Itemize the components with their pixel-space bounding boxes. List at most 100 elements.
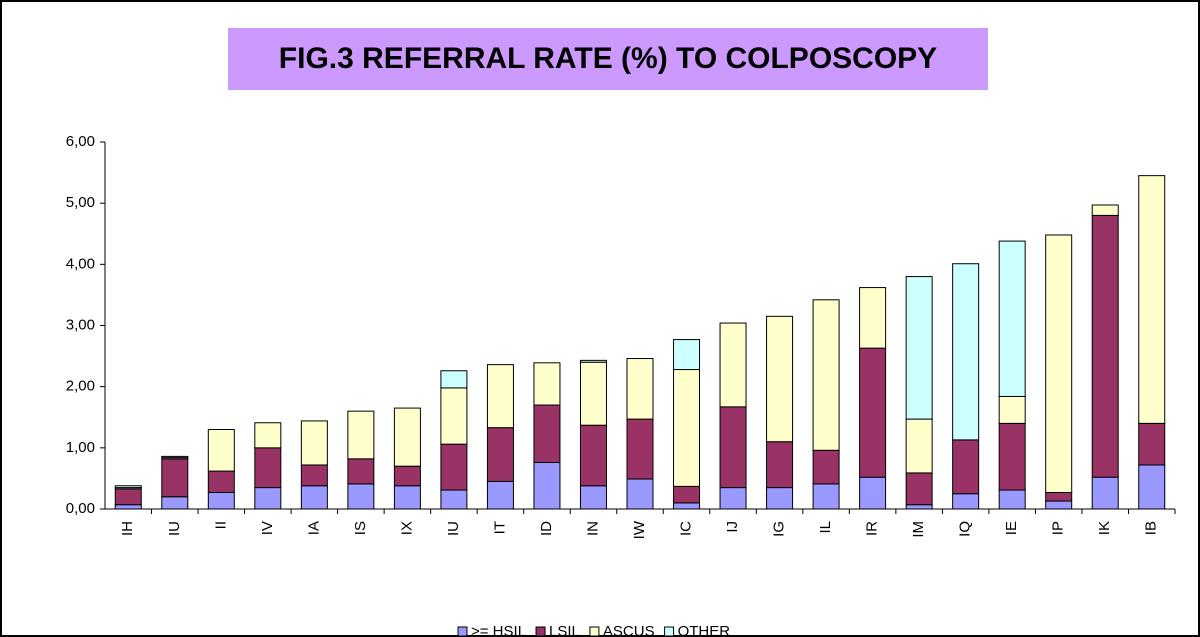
x-tick-label: IK bbox=[1096, 521, 1113, 535]
bar-segment bbox=[905, 504, 933, 510]
x-tick-label: IG bbox=[771, 521, 788, 537]
x-tick-label: IP bbox=[1050, 521, 1067, 535]
x-tick-label: IB bbox=[1143, 521, 1160, 535]
bar-segment bbox=[719, 322, 747, 408]
bar-segment bbox=[440, 387, 468, 445]
x-tick-label: IE bbox=[1003, 521, 1020, 535]
bar-segment bbox=[440, 489, 468, 510]
legend-label: OTHER bbox=[678, 623, 731, 637]
bar-segment bbox=[207, 470, 235, 493]
bar-segment bbox=[579, 424, 607, 487]
bar-segment bbox=[859, 347, 887, 478]
bar-segment bbox=[998, 395, 1026, 424]
bar-segment bbox=[766, 315, 794, 443]
bar-segment bbox=[998, 240, 1026, 397]
bar-segment bbox=[533, 362, 561, 406]
bar-segment bbox=[393, 485, 421, 510]
legend-label: >= HSIL bbox=[471, 623, 526, 637]
bar-segment bbox=[207, 491, 235, 510]
x-tick-label: IQ bbox=[957, 521, 974, 537]
bar-segment bbox=[673, 485, 701, 504]
bar-segment bbox=[812, 299, 840, 451]
bar-segment bbox=[905, 418, 933, 474]
title-box bbox=[228, 28, 988, 90]
bar-segment bbox=[486, 427, 514, 482]
bar-segment bbox=[393, 465, 421, 487]
bar-segment bbox=[114, 488, 142, 506]
bar-segment bbox=[673, 502, 701, 510]
bar-segment bbox=[347, 458, 375, 485]
x-tick-label: IC bbox=[677, 521, 694, 536]
x-tick-label: IU bbox=[445, 521, 462, 536]
bar-segment bbox=[440, 443, 468, 491]
bar-segment bbox=[114, 504, 142, 510]
bar-segment bbox=[579, 485, 607, 510]
bar-segment bbox=[812, 449, 840, 485]
bar-segment bbox=[1091, 214, 1119, 478]
bar-segment bbox=[766, 487, 794, 510]
bar-segment bbox=[533, 462, 561, 510]
x-tick-label: IN bbox=[584, 521, 601, 536]
x-tick-label: IM bbox=[910, 521, 927, 538]
bar-segment bbox=[300, 464, 328, 487]
bar-segment bbox=[486, 364, 514, 429]
bar-segment bbox=[859, 287, 887, 349]
bar-segment bbox=[719, 406, 747, 489]
bar-segment bbox=[1138, 175, 1166, 424]
bar-segment bbox=[579, 361, 607, 426]
legend-label: LSIL bbox=[549, 623, 580, 637]
bar-segment bbox=[998, 489, 1026, 510]
x-tick-label: IU bbox=[166, 521, 183, 536]
bar-segment bbox=[207, 428, 235, 472]
bar-segment bbox=[952, 263, 980, 441]
x-tick-label: IT bbox=[491, 521, 508, 534]
bar-segment bbox=[1138, 464, 1166, 510]
bar-segment bbox=[673, 369, 701, 487]
bar-segment bbox=[579, 359, 607, 363]
legend-swatch bbox=[457, 626, 468, 637]
bar-segment bbox=[905, 276, 933, 420]
y-tick-label: 3,00 bbox=[66, 316, 95, 333]
bar-segment bbox=[673, 339, 701, 371]
bar-segment bbox=[1045, 234, 1073, 493]
bar-segment bbox=[393, 407, 421, 467]
legend-swatch bbox=[664, 626, 675, 637]
bar-segment bbox=[254, 422, 282, 449]
x-tick-label: IA bbox=[305, 521, 322, 535]
bar-segment bbox=[300, 420, 328, 466]
x-tick-label: IR bbox=[864, 521, 881, 536]
bar-segment bbox=[952, 493, 980, 510]
bar-segment bbox=[114, 485, 142, 489]
bar-segment bbox=[626, 418, 654, 480]
bar-segment bbox=[440, 370, 468, 389]
x-tick-label: II bbox=[212, 521, 229, 529]
bar-segment bbox=[254, 487, 282, 510]
x-tick-label: IX bbox=[398, 521, 415, 535]
bar-segment bbox=[486, 480, 514, 510]
x-tick-label: IH bbox=[119, 521, 136, 536]
legend-label: ASCUS bbox=[603, 623, 655, 637]
y-tick-label: 1,00 bbox=[66, 439, 95, 456]
bar-segment bbox=[1091, 476, 1119, 510]
bar-segment bbox=[766, 441, 794, 489]
x-tick-label: IL bbox=[817, 521, 834, 534]
legend-swatch bbox=[535, 626, 546, 637]
bar-segment bbox=[1138, 422, 1166, 466]
bar-segment bbox=[300, 485, 328, 510]
bar-segment bbox=[533, 404, 561, 464]
y-tick-label: 0,00 bbox=[66, 500, 95, 517]
bar-segment bbox=[626, 358, 654, 420]
chart-title: FIG.3 REFERRAL RATE (%) TO COLPOSCOPY bbox=[279, 42, 937, 75]
bar-segment bbox=[626, 478, 654, 510]
bar-segment bbox=[347, 483, 375, 510]
x-tick-label: ID bbox=[538, 521, 555, 536]
bar-segment bbox=[719, 487, 747, 510]
bar-segment bbox=[254, 447, 282, 489]
y-tick-label: 5,00 bbox=[66, 194, 95, 211]
bar-segment bbox=[905, 472, 933, 506]
bar-segment bbox=[1045, 491, 1073, 502]
x-tick-label: IJ bbox=[724, 521, 741, 533]
bar-segment bbox=[1091, 204, 1119, 216]
bar-segment bbox=[161, 458, 189, 498]
